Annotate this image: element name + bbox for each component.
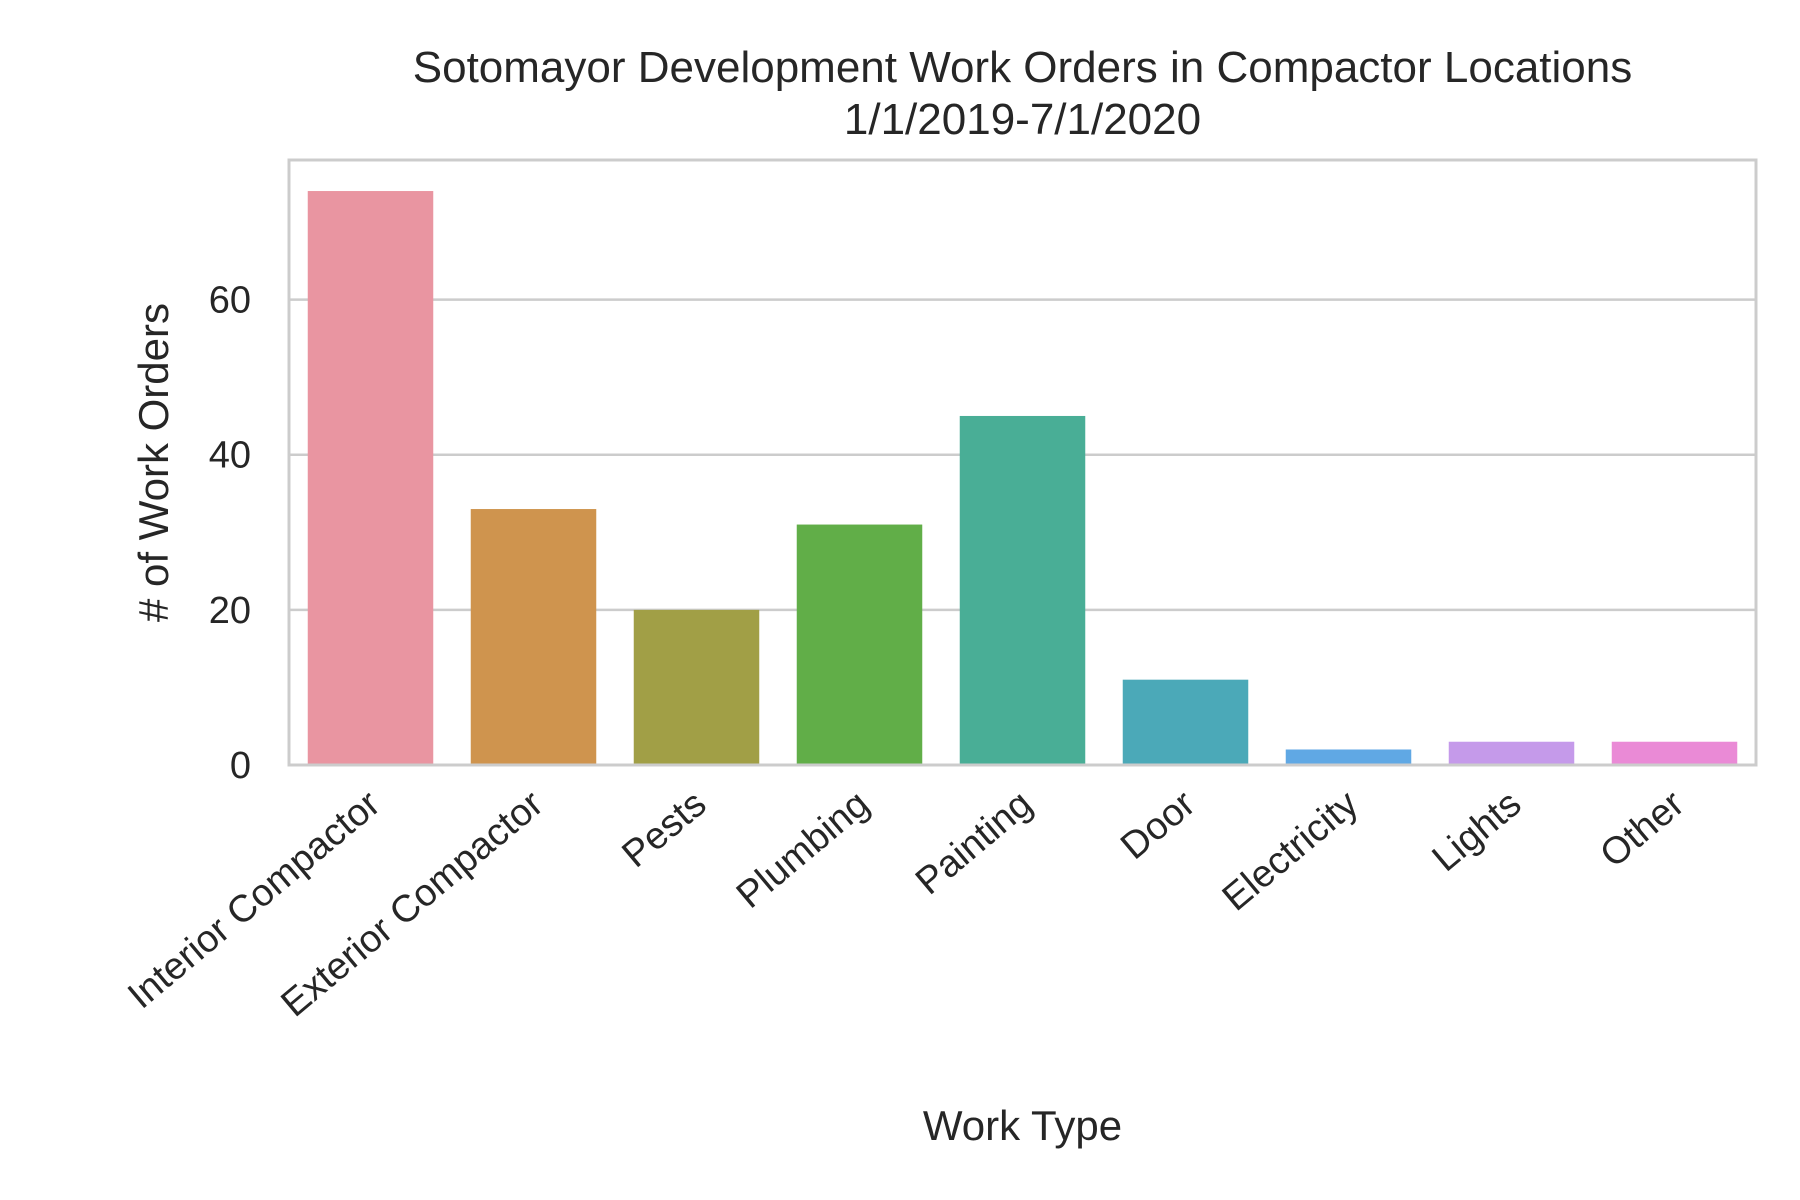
x-tick-label: Pests — [614, 783, 714, 876]
bar — [796, 524, 923, 765]
bar — [1122, 679, 1249, 765]
x-tick-label: Lights — [1425, 783, 1530, 880]
y-tick-label: 0 — [230, 745, 251, 787]
x-tick-label: Plumbing — [729, 783, 877, 917]
y-tick-labels: 0 20 40 60 — [209, 280, 251, 787]
bar — [959, 415, 1086, 765]
y-axis-label: # of Work Orders — [130, 303, 177, 622]
bar — [633, 609, 760, 765]
bar — [470, 509, 597, 765]
x-tick-label: Exterior Compactor — [274, 783, 552, 1026]
x-axis-label: Work Type — [923, 1102, 1122, 1149]
bars — [307, 191, 1738, 765]
x-tick-label: Painting — [908, 783, 1040, 903]
plot-frame — [287, 158, 1758, 767]
y-tick-label: 20 — [209, 590, 251, 632]
bar — [1448, 741, 1575, 765]
chart-title: Sotomayor Development Work Orders in Com… — [413, 43, 1632, 92]
x-tick-label: Electricity — [1215, 783, 1367, 920]
bar — [307, 191, 434, 765]
x-tick-label: Door — [1113, 783, 1203, 868]
bar — [1285, 749, 1412, 765]
y-tick-label: 60 — [209, 280, 251, 322]
x-tick-label: Other — [1592, 783, 1692, 876]
y-tick-label: 40 — [209, 435, 251, 477]
chart-subtitle: 1/1/2019-7/1/2020 — [844, 95, 1201, 144]
bar — [1611, 741, 1738, 765]
